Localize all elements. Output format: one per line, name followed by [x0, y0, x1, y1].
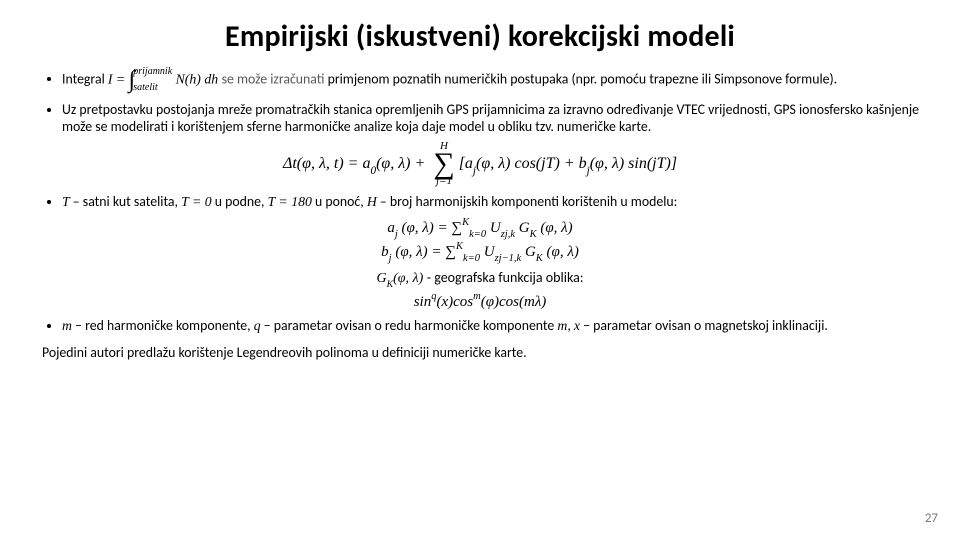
sumk-bot-1: k=0	[469, 229, 486, 240]
b1-pre: Integral	[62, 70, 108, 87]
g-1: G	[515, 220, 530, 236]
eq-j1: j	[473, 165, 476, 177]
gk-2: K	[536, 253, 543, 264]
grest-2: (φ, λ)	[543, 244, 579, 260]
usub-2: zj−1,k	[495, 253, 522, 264]
sum-k-1: ∑	[451, 220, 462, 236]
body-list-2: T – satni kut satelita, T = 0 u podne, T…	[40, 193, 920, 210]
gk-1: K	[530, 229, 537, 240]
b3-post: broj harmonijskih komponenti korištenih …	[390, 193, 677, 210]
sumk-bot-2: k=0	[463, 253, 480, 264]
u-1: U	[486, 220, 501, 236]
body-list: Integral I = ∫ prijamnik satelit N(h) dh…	[40, 65, 920, 135]
equation-main: Δt(φ, λ, t) = a0(φ, λ) + H ∑ j=1 [aj(φ, …	[40, 141, 920, 187]
body-list-3: m − red harmoničke komponente, q − param…	[40, 317, 920, 334]
bj-eq: (φ, λ) =	[392, 244, 446, 260]
gk-label-line: GK(φ, λ) - geografska funkcija oblika:	[40, 268, 920, 291]
gkf-end: (φ)cos(mλ)	[481, 294, 547, 310]
aj-j: j	[395, 229, 398, 240]
eq-main-a0: 0	[370, 165, 376, 177]
eq-part3: (φ, λ) sin(jT)]	[590, 155, 677, 172]
eq-main-mid1: (φ, λ) +	[376, 155, 429, 172]
aj-eq: (φ, λ) =	[398, 220, 452, 236]
sigma-icon: H ∑ j=1	[433, 141, 454, 187]
bullet-3: T – satni kut satelita, T = 0 u podne, T…	[62, 193, 920, 210]
eq-part2: (φ, λ) cos(jT) + b	[476, 155, 587, 172]
grest-1: (φ, λ)	[537, 220, 573, 236]
aj-a: a	[387, 220, 395, 236]
gk-lbl-text: - geografska funkcija oblika:	[427, 269, 584, 286]
b1-post: primjenom poznatih numeričkih postupaka …	[324, 70, 837, 87]
usub-1: zj,k	[501, 229, 515, 240]
eq-bracket-open: [a	[459, 155, 473, 172]
bullet-4: m − red harmoničke komponente, q − param…	[62, 317, 920, 334]
b1-mid: se može izračunati	[222, 70, 325, 87]
gkf-m: m	[473, 291, 481, 302]
integrand: N(h) dh	[172, 71, 221, 86]
gkf-mid: (x)cos	[436, 294, 473, 310]
gkf-sin: sin	[414, 294, 432, 310]
equation-lines: aj (φ, λ) = ∑Kk=0 Uzj,k GK (φ, λ) bj (φ,…	[40, 217, 920, 313]
sum-k-2: ∑	[445, 244, 456, 260]
eq-main-left: Δt(φ, λ, t) = a	[283, 155, 371, 172]
gk-lbl-args: (φ, λ)	[393, 271, 427, 286]
closing-text: Pojedini autori predlažu korištenje Lege…	[42, 344, 920, 361]
slide: Empirijski (iskustveni) korekcijski mode…	[0, 0, 960, 540]
gk-lbl-K: K	[387, 279, 394, 290]
eq-aj-line: aj (φ, λ) = ∑Kk=0 Uzj,k GK (φ, λ)	[40, 217, 920, 242]
eq-bj-line: bj (φ, λ) = ∑Kk=0 Uzj−1,k GK (φ, λ)	[40, 241, 920, 266]
integral-I: I =	[108, 71, 129, 86]
b3-mathpre: T	[62, 194, 70, 209]
slide-title: Empirijski (iskustveni) korekcijski mode…	[40, 18, 920, 55]
integral-upper: prijamnik	[133, 67, 172, 77]
gkf-q: q	[431, 291, 436, 302]
bj-b: b	[381, 244, 389, 260]
sumk-top-1: K	[462, 217, 469, 228]
eq-j2: j	[587, 165, 590, 177]
integral-symbol: ∫ prijamnik satelit	[129, 65, 172, 95]
bullet-1: Integral I = ∫ prijamnik satelit N(h) dh…	[62, 65, 920, 95]
sigma-bot: j=1	[433, 176, 454, 187]
b3-pre: – satni kut satelita, T = 0 u podne, T =…	[70, 193, 390, 210]
page-number: 27	[925, 511, 938, 526]
u-2: U	[480, 244, 495, 260]
integral-lower: satelit	[133, 83, 172, 93]
gk-form-line: sinq(x)cosm(φ)cos(mλ)	[40, 291, 920, 313]
g-2: G	[521, 244, 536, 260]
gk-lbl-G: G	[376, 271, 386, 286]
bj-j: j	[389, 253, 392, 264]
sumk-top-2: K	[456, 241, 463, 252]
bullet-2: Uz pretpostavku postojanja mreže promatr…	[62, 101, 920, 135]
